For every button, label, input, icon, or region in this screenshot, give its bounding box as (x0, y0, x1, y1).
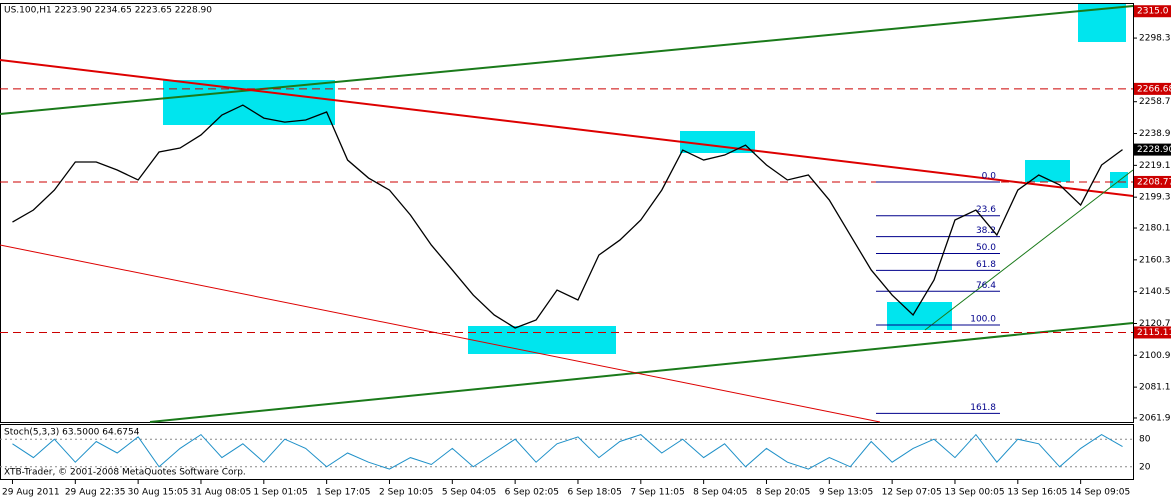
x-tick-label: 9 Sep 13:05 (819, 488, 873, 498)
zone (163, 80, 335, 125)
y-tick-label: 2199.30 (1139, 193, 1171, 203)
x-tick-label: 29 Aug 22:35 (65, 488, 126, 498)
level-label: 2315.0 (1137, 7, 1169, 17)
x-tick-label: 30 Aug 15:05 (128, 488, 189, 498)
fib-label: 50.0 (976, 243, 996, 253)
y-tick-label: 2258.70 (1139, 97, 1171, 107)
x-tick-label: 12 Sep 07:05 (882, 488, 942, 498)
x-tick-label: 2 Sep 10:05 (379, 488, 433, 498)
trend-line (924, 169, 1134, 331)
x-tick-label: 5 Sep 04:05 (442, 488, 496, 498)
chart-title: US.100,H1 2223.90 2234.65 2223.65 2228.9… (4, 6, 212, 16)
y-tick-label: 2140.50 (1139, 287, 1171, 297)
y-tick-label: 2180.10 (1139, 224, 1171, 234)
x-tick-label: 13 Sep 16:05 (1007, 488, 1067, 498)
x-tick-label: 6 Sep 02:05 (505, 488, 559, 498)
stoch-tick-label: 80 (1139, 435, 1151, 445)
stoch-title: Stoch(5,3,3) 63.5000 64.6754 (4, 428, 140, 438)
zone (887, 302, 952, 330)
fib-label: 61.8 (976, 260, 996, 270)
level-label: 2208.77 (1137, 177, 1171, 187)
level-tag (1134, 143, 1171, 156)
x-tick-label: 29 Aug 2011 (2, 488, 60, 498)
x-tick-label: 1 Sep 01:05 (253, 488, 307, 498)
y-tick-label: 2081.10 (1139, 383, 1171, 393)
stoch-tick-label: 20 (1139, 462, 1151, 472)
fib-label: 100.0 (970, 315, 996, 325)
x-tick-label: 8 Sep 04:05 (693, 488, 747, 498)
trend-line (0, 59, 1134, 197)
level-label: 2266.68 (1137, 84, 1171, 94)
y-tick-label: 2219.10 (1139, 161, 1171, 171)
x-tick-label: 14 Sep 09:05 (1070, 488, 1130, 498)
y-tick-label: 2298.30 (1139, 34, 1171, 44)
price-line (12, 104, 1123, 329)
level-label: 2115.11 (1137, 328, 1171, 338)
level-label: 2228.90 (1137, 145, 1171, 155)
fib-label: 76.4 (976, 281, 996, 291)
level-tag (1134, 5, 1171, 18)
footer: XTB-Trader, © 2001-2008 MetaQuotes Softw… (4, 468, 246, 478)
stoch-line (12, 433, 1123, 470)
y-tick-label: 2120.70 (1139, 319, 1171, 329)
x-tick-label: 7 Sep 11:05 (630, 488, 684, 498)
y-tick-label: 2100.90 (1139, 351, 1171, 361)
trend-line (149, 322, 1134, 423)
fib-label: 0.0 (982, 172, 997, 182)
y-tick-label: 2160.30 (1139, 255, 1171, 265)
x-tick-label: 6 Sep 18:05 (568, 488, 622, 498)
zone (468, 326, 616, 354)
trend-line (0, 244, 881, 423)
y-tick-label: 2061.90 (1139, 413, 1171, 423)
fib-label: 38.2 (976, 226, 996, 236)
x-tick-label: 1 Sep 17:05 (316, 488, 370, 498)
x-tick-label: 13 Sep 00:05 (945, 488, 1005, 498)
main-frame (0, 3, 1134, 423)
trend-line (0, 5, 1134, 115)
level-tag (1134, 82, 1171, 95)
stoch-frame (0, 424, 1134, 480)
level-tag (1134, 326, 1171, 339)
level-tag (1134, 175, 1171, 188)
x-tick-label: 31 Aug 08:05 (191, 488, 252, 498)
x-tick-label: 8 Sep 20:05 (756, 488, 810, 498)
y-tick-label: 2238.90 (1139, 129, 1171, 139)
fib-label: 161.8 (970, 403, 996, 413)
fib-label: 23.6 (976, 205, 996, 215)
